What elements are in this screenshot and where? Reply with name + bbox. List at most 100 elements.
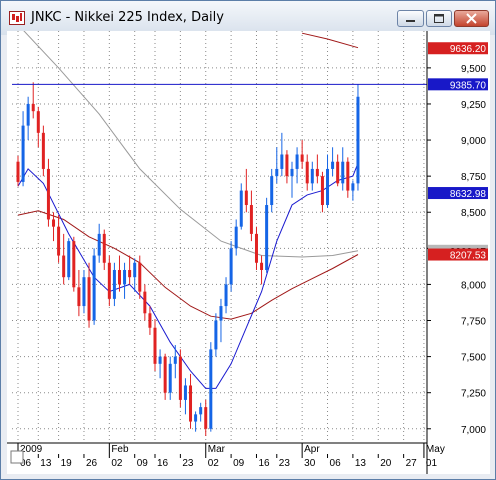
candle-body: [285, 154, 289, 177]
day-label: 09: [233, 458, 245, 469]
candle-body: [310, 168, 314, 184]
candle-body: [265, 205, 269, 270]
candle-body: [138, 262, 142, 292]
candle-body: [194, 414, 198, 422]
ma-slow-line: [23, 31, 359, 258]
ma-upper-line: [301, 32, 359, 49]
price-marker: [428, 78, 488, 91]
candle-body: [356, 96, 360, 184]
y-tick-label: 8,500: [461, 208, 486, 219]
candle-body: [178, 356, 182, 400]
day-label: 16: [258, 458, 270, 469]
candle-body: [148, 313, 152, 328]
candle-body: [92, 255, 96, 321]
candle-body: [315, 168, 319, 177]
day-label: 01: [426, 458, 438, 469]
candles: [16, 82, 360, 436]
candle-body: [326, 168, 330, 206]
maximize-button[interactable]: [426, 10, 452, 27]
ma-mid-line: [17, 210, 359, 320]
y-tick-label: 9,000: [461, 136, 486, 147]
candle-body: [67, 241, 71, 278]
title-bar[interactable]: JNKC - Nikkei 225 Index, Daily: [1, 1, 495, 35]
candle-body: [82, 277, 86, 307]
candle-body: [275, 168, 279, 177]
candle-body: [209, 349, 213, 429]
price-marker-label: 9636.20: [450, 44, 487, 55]
candle-body: [173, 356, 177, 364]
candle-body: [280, 154, 284, 169]
day-label: 19: [61, 458, 73, 469]
candle-body: [153, 327, 157, 364]
day-label: 06: [330, 458, 342, 469]
day-label: 02: [111, 458, 123, 469]
candle-body: [229, 248, 233, 285]
candle-body: [163, 356, 167, 393]
price-marker-label: 8207.53: [450, 251, 487, 262]
candle-body: [320, 176, 324, 206]
candle-body: [224, 284, 228, 307]
candle-body: [270, 176, 274, 206]
month-label: May: [426, 444, 445, 455]
y-tick-label: 7,250: [461, 389, 486, 400]
close-button[interactable]: [454, 10, 489, 27]
scroll-corner-icon[interactable]: [10, 450, 24, 464]
date-axis: 2009 Feb Mar Apr May 06 13 19 26 02 09 16 23 02 09 16 23…: [17, 443, 445, 469]
close-icon: [466, 13, 477, 24]
candle-body: [46, 168, 50, 220]
price-chart[interactable]: 9,5009,2509,0008,7508,5008,2508,0007,750…: [7, 31, 490, 474]
minimize-icon: [406, 20, 415, 22]
candle-body: [295, 154, 299, 169]
candle-body: [57, 226, 61, 256]
y-tick-label: 7,750: [461, 317, 486, 328]
day-label: 13: [355, 458, 367, 469]
candle-body: [41, 132, 45, 169]
candle-body: [31, 103, 35, 112]
candle-body: [143, 291, 147, 314]
candle-body: [102, 233, 106, 263]
candle-body: [123, 269, 127, 285]
candle-body: [52, 219, 56, 227]
candle-body: [107, 262, 111, 299]
candle-body: [77, 287, 81, 307]
month-label: Feb: [111, 444, 129, 455]
candle-body: [168, 363, 172, 393]
y-tick-label: 7,500: [461, 353, 486, 364]
price-marker: [428, 248, 488, 261]
candle-body: [189, 385, 193, 422]
price-marker: [428, 187, 488, 200]
candle-body: [117, 269, 121, 285]
day-label: 26: [86, 458, 98, 469]
y-tick-label: 8,000: [461, 280, 486, 291]
day-label: 30: [304, 458, 316, 469]
y-tick-label: 9,250: [461, 100, 486, 111]
day-label: 23: [279, 458, 291, 469]
maximize-icon: [434, 14, 444, 23]
month-label: Apr: [304, 444, 320, 455]
y-tick-label: 8,750: [461, 172, 486, 183]
candle-body: [214, 320, 218, 350]
price-marker-label: 9385.70: [450, 80, 487, 91]
day-label: 16: [157, 458, 169, 469]
candle-body: [244, 190, 248, 206]
candle-body: [234, 226, 238, 249]
candle-body: [62, 255, 66, 278]
candle-body: [16, 161, 20, 182]
minimize-button[interactable]: [397, 10, 424, 27]
candle-body: [199, 407, 203, 415]
day-label: 20: [380, 458, 392, 469]
candle-body: [219, 306, 223, 321]
day-label: 23: [182, 458, 194, 469]
candle-body: [26, 103, 30, 126]
day-label: 13: [40, 458, 52, 469]
candle-body: [341, 161, 345, 184]
candle-body: [290, 168, 294, 177]
candle-body: [21, 125, 25, 182]
candle-body: [128, 269, 132, 278]
candle-body: [260, 262, 264, 270]
candle-body: [97, 233, 101, 256]
candle-body: [254, 233, 258, 263]
chart-area[interactable]: 9,5009,2509,0008,7508,5008,2508,0007,750…: [7, 31, 490, 474]
